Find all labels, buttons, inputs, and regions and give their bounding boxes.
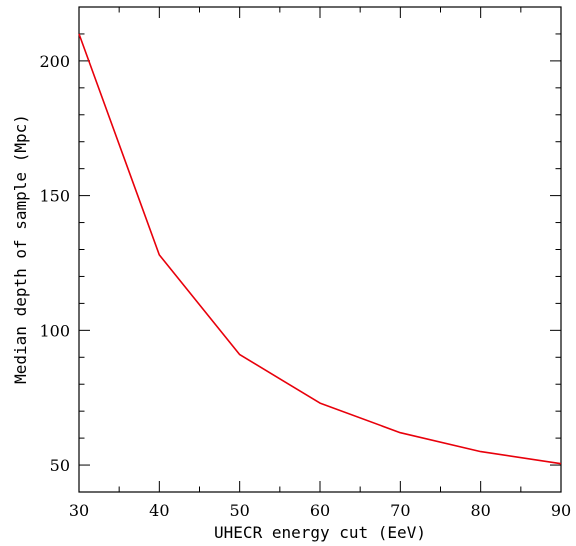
y-tick-labels: 50 100 150 200 — [39, 52, 70, 475]
axis-ticks — [78, 6, 562, 493]
x-tick-label: 60 — [310, 501, 330, 520]
x-tick-label: 80 — [470, 501, 490, 520]
y-tick-label: 100 — [39, 321, 70, 340]
y-axis-label: Median depth of sample (Mpc) — [11, 114, 30, 384]
y-tick-label: 200 — [39, 52, 70, 71]
x-tick-labels: 30 40 50 60 70 80 90 — [69, 501, 571, 520]
plot-frame — [78, 6, 562, 493]
series-line-0 — [78, 33, 562, 465]
series-layer — [78, 33, 562, 465]
y-tick-label: 50 — [50, 456, 70, 475]
y-tick-label: 150 — [39, 187, 70, 206]
x-tick-label: 30 — [69, 501, 89, 520]
x-tick-label: 70 — [390, 501, 410, 520]
x-tick-label: 50 — [229, 501, 249, 520]
x-tick-label: 90 — [551, 501, 571, 520]
x-tick-label: 40 — [149, 501, 169, 520]
x-axis-label: UHECR energy cut (EeV) — [214, 523, 426, 542]
